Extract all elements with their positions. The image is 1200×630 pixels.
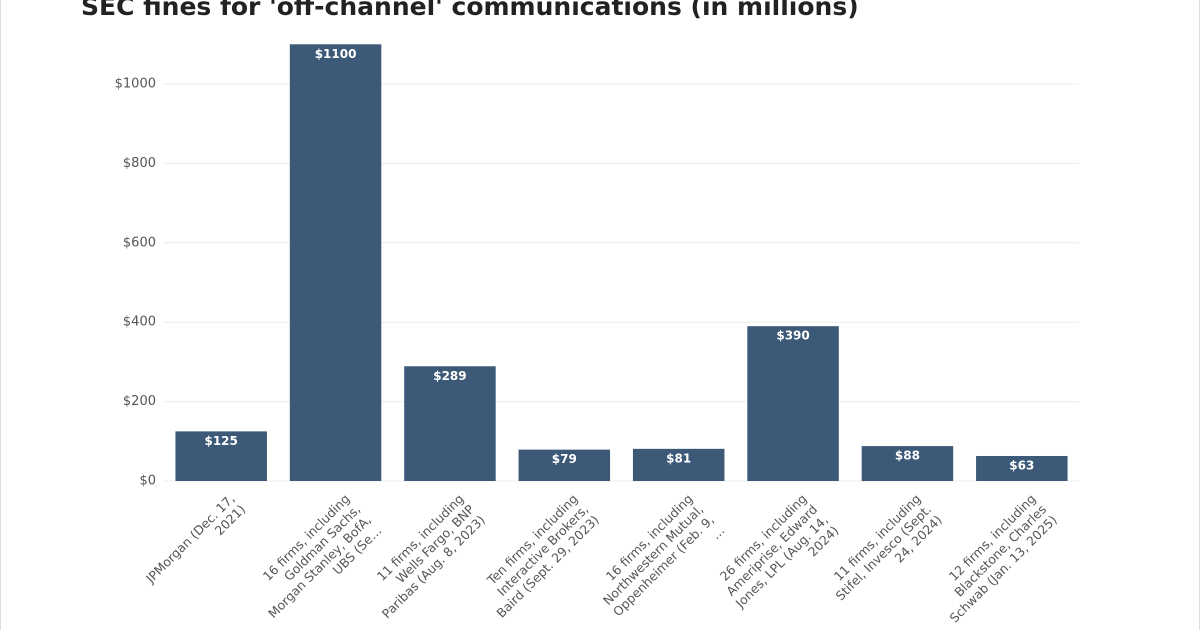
chart-title: SEC fines for 'off-channel' communicatio… bbox=[81, 0, 859, 21]
y-tick-label: $600 bbox=[123, 235, 156, 250]
value-label: $125 bbox=[204, 434, 237, 448]
y-tick-label: $0 bbox=[139, 474, 156, 489]
bar bbox=[861, 446, 954, 481]
y-tick-label: $200 bbox=[123, 394, 156, 409]
value-label: $79 bbox=[552, 452, 577, 466]
y-tick-label: $800 bbox=[123, 156, 156, 171]
bar bbox=[289, 44, 382, 482]
bar bbox=[175, 431, 267, 481]
value-label: $390 bbox=[776, 329, 809, 343]
value-label: $88 bbox=[895, 449, 920, 463]
y-tick-label: $400 bbox=[123, 315, 156, 330]
bar bbox=[518, 449, 611, 481]
bar bbox=[976, 455, 1068, 481]
value-label: $81 bbox=[666, 451, 691, 465]
value-label: $1100 bbox=[315, 47, 357, 61]
value-label: $289 bbox=[433, 369, 466, 383]
value-label: $63 bbox=[1009, 458, 1034, 472]
bar bbox=[404, 366, 496, 481]
bar bbox=[632, 448, 725, 481]
y-tick-label: $1000 bbox=[115, 77, 156, 92]
bar bbox=[747, 326, 839, 481]
